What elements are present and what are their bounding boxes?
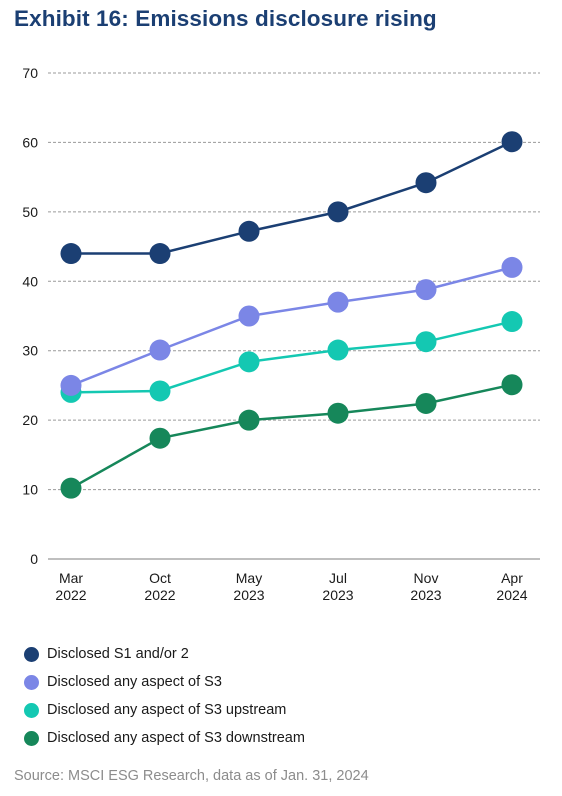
data-point — [327, 339, 349, 361]
source-note: Source: MSCI ESG Research, data as of Ja… — [14, 768, 369, 784]
legend-swatch — [24, 702, 39, 718]
x-tick-label: Jul — [329, 570, 347, 586]
data-point — [501, 374, 523, 396]
x-tick-label: 2022 — [144, 587, 175, 603]
legend-swatch — [24, 674, 39, 690]
x-tick-label: 2022 — [55, 587, 86, 603]
series-line — [71, 140, 513, 255]
legend-label: Disclosed S1 and/or 2 — [47, 646, 189, 662]
data-point — [238, 220, 260, 242]
data-point — [60, 243, 82, 265]
data-point — [415, 172, 437, 194]
data-point — [60, 477, 82, 499]
chart-title: Exhibit 16: Emissions disclosure rising — [14, 6, 437, 31]
legend-item: Disclosed any aspect of S3 — [24, 668, 305, 696]
data-point — [415, 279, 437, 301]
legend-label: Disclosed any aspect of S3 — [47, 674, 222, 690]
y-tick-label: 60 — [22, 134, 38, 150]
x-tick-label: 2024 — [496, 587, 527, 603]
data-point — [415, 392, 437, 414]
y-tick-label: 20 — [22, 412, 38, 428]
series-line — [70, 266, 513, 387]
data-point — [60, 374, 82, 396]
data-point — [238, 305, 260, 327]
data-point — [238, 409, 260, 431]
data-point — [238, 351, 260, 373]
legend-label: Disclosed any aspect of S3 downstream — [47, 730, 305, 746]
x-tick-label: 2023 — [233, 587, 264, 603]
y-tick-label: 30 — [22, 343, 38, 359]
y-tick-label: 70 — [22, 65, 38, 81]
x-tick-label: 2023 — [410, 587, 441, 603]
legend-item: Disclosed any aspect of S3 downstream — [24, 724, 305, 752]
data-point — [327, 402, 349, 424]
data-point — [327, 201, 349, 223]
chart-legend: Disclosed S1 and/or 2 Disclosed any aspec… — [24, 640, 305, 752]
data-point — [415, 331, 437, 353]
legend-item: Disclosed any aspect of S3 upstream — [24, 696, 305, 724]
legend-swatch — [24, 646, 39, 662]
series-line — [70, 320, 513, 394]
y-tick-label: 10 — [22, 482, 38, 498]
x-tick-label: 2023 — [322, 587, 353, 603]
x-tick-label: Apr — [501, 570, 523, 586]
legend-swatch — [24, 730, 39, 746]
series-line — [70, 383, 513, 490]
x-tick-label: Oct — [149, 570, 171, 586]
y-tick-label: 40 — [22, 273, 38, 289]
data-point — [501, 256, 523, 278]
data-point — [501, 311, 523, 333]
data-point — [149, 427, 171, 449]
data-point — [149, 243, 171, 265]
x-tick-label: Mar — [59, 570, 83, 586]
data-point — [501, 131, 523, 153]
line-chart: 010203040506070Mar2022Oct2022May2023Jul2… — [22, 65, 540, 603]
y-tick-label: 50 — [22, 204, 38, 220]
data-point — [327, 291, 349, 313]
data-point — [149, 380, 171, 402]
x-tick-label: May — [236, 570, 262, 586]
x-tick-label: Nov — [414, 570, 439, 586]
y-tick-label: 0 — [30, 551, 38, 567]
data-point — [149, 339, 171, 361]
legend-item: Disclosed S1 and/or 2 — [24, 640, 305, 668]
legend-label: Disclosed any aspect of S3 upstream — [47, 702, 287, 718]
